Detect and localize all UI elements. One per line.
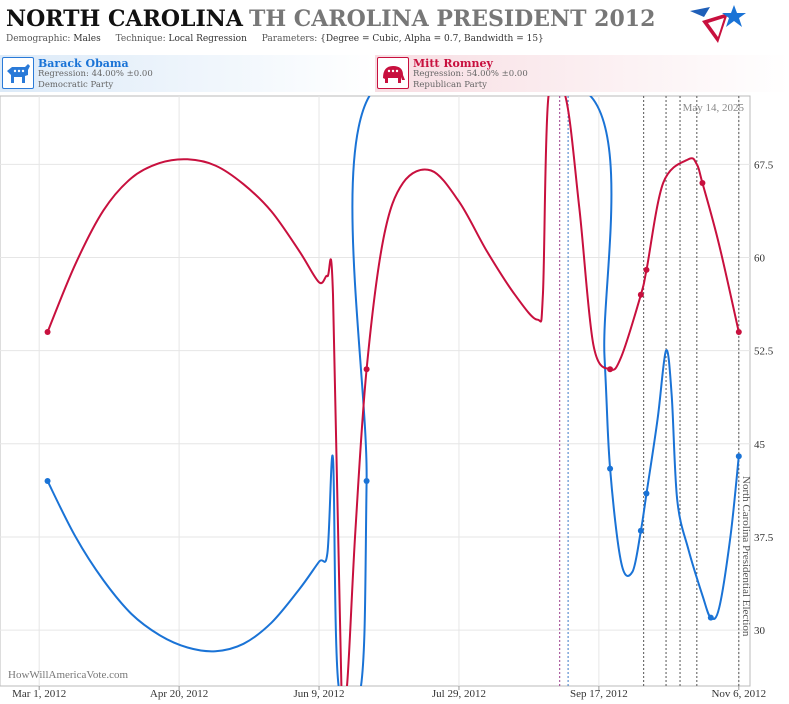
data-point-romney (607, 366, 614, 373)
technique-label: Technique: (115, 34, 166, 44)
race-name: TH CAROLINA PRESIDENT 2012 (248, 6, 656, 32)
election-label: North Carolina Presidential Election (740, 476, 752, 637)
y-tick-label: 30 (754, 625, 766, 637)
romney-regression: Regression: 54.00% ±0.00 (413, 69, 528, 79)
romney-party: Republican Party (413, 80, 487, 90)
plot-frame (0, 95, 751, 687)
obama-party: Democratic Party (38, 80, 114, 90)
obama-regression: Regression: 44.00% ±0.00 (38, 69, 153, 79)
data-point-romney (699, 179, 706, 186)
legend-obama: Barack Obama Regression: 44.00% ±0.00 De… (0, 55, 375, 92)
parameters-line: Demographic: Males Technique: Local Regr… (6, 34, 544, 44)
y-tick-label: 67.5 (754, 159, 774, 171)
chart-title: NORTH CAROLINA TH CAROLINA PRESIDENT 2012 (6, 6, 655, 32)
y-tick-label: 60 (754, 252, 766, 264)
data-point-obama (637, 527, 644, 534)
axis-labels: 30 37.5 45 52.5 60 67.5 Mar 1, 2012 Apr 20, 201… (12, 159, 774, 700)
data-point-obama (363, 478, 370, 485)
legend-romney: Mitt Romney Regression: 54.00% ±0.00 Rep… (375, 55, 789, 92)
gridlines (0, 96, 750, 690)
y-tick-label: 45 (754, 439, 766, 451)
watermark: HowWillAmericaVote.com (8, 669, 128, 681)
data-point-obama (607, 465, 614, 472)
series-line-romney (46, 96, 740, 686)
data-point-obama (735, 453, 742, 460)
parameters-label: Parameters: (261, 34, 318, 44)
demographic-value: Males (73, 34, 101, 44)
event-lines: North Carolina Presidential Election (559, 96, 752, 686)
x-tick-label: Jun 9, 2012 (294, 688, 345, 700)
point-layer (44, 179, 742, 621)
data-point-obama (643, 490, 650, 497)
y-tick-label: 52.5 (754, 346, 774, 358)
series-line-obama (46, 96, 740, 686)
data-point-romney (637, 291, 644, 298)
series-layer (46, 96, 740, 686)
romney-name: Mitt Romney (413, 57, 493, 70)
democrat-donkey-icon (2, 57, 34, 89)
technique-value: Local Regression (168, 34, 247, 44)
y-tick-label: 37.5 (754, 532, 774, 544)
data-point-romney (735, 329, 742, 335)
demographic-label: Demographic: (6, 34, 71, 44)
site-logo-icon (690, 5, 746, 43)
data-point-romney (363, 366, 370, 373)
x-tick-label: Jul 29, 2012 (432, 688, 486, 700)
state-name: NORTH CAROLINA (6, 6, 243, 32)
data-point-romney (44, 329, 51, 335)
x-tick-label: Apr 20, 2012 (150, 688, 208, 700)
obama-name: Barack Obama (38, 57, 129, 70)
republican-elephant-icon (377, 57, 409, 89)
parameters-value: {Degree = Cubic, Alpha = 0.7, Bandwidth … (320, 34, 544, 44)
date-stamp: May 14, 2025 (683, 102, 745, 114)
title-area: NORTH CAROLINA TH CAROLINA PRESIDENT 2012… (6, 4, 696, 48)
x-tick-label: Sep 17, 2012 (570, 688, 628, 700)
data-point-obama (44, 478, 51, 485)
data-point-romney (643, 266, 650, 273)
x-tick-label: Nov 6, 2012 (711, 688, 766, 700)
x-tick-label: Mar 1, 2012 (12, 688, 66, 700)
data-point-obama (707, 614, 714, 621)
